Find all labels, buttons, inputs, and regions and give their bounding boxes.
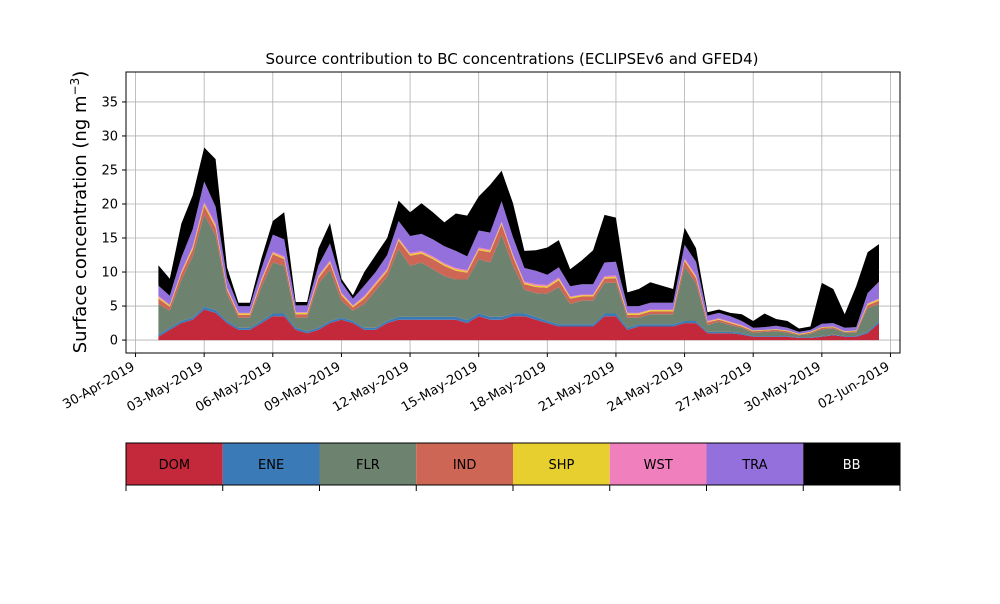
x-tick-label: 09-May-2019 bbox=[262, 359, 344, 415]
legend-label-wst: WST bbox=[644, 458, 673, 473]
y-tick-label: 20 bbox=[101, 197, 118, 212]
y-axis-label: Surface concentration (ng m−3) bbox=[68, 71, 91, 354]
y-tick-label: 25 bbox=[101, 163, 118, 178]
y-tick-label: 15 bbox=[101, 232, 118, 247]
legend-label-dom: DOM bbox=[159, 458, 190, 473]
legend-swatch-shp bbox=[513, 443, 610, 485]
x-tick-label: 02-Jun-2019 bbox=[816, 359, 893, 412]
area-series-bb bbox=[158, 147, 879, 332]
x-tick-label: 27-May-2019 bbox=[674, 359, 756, 415]
area-series-dom bbox=[158, 309, 879, 341]
y-axis-label-superscript: −3 bbox=[68, 78, 82, 96]
x-tick-label: 15-May-2019 bbox=[399, 359, 481, 415]
x-tick-label: 03-May-2019 bbox=[124, 359, 206, 415]
legend-label-ene: ENE bbox=[258, 458, 284, 473]
area-series-flr bbox=[158, 214, 879, 338]
area-series-shp bbox=[158, 204, 879, 335]
legend-label-shp: SHP bbox=[548, 458, 574, 473]
legend-colorbar: DOM ENE FLR IND SHP WST TRA BB bbox=[125, 442, 901, 491]
legend-label-bb: BB bbox=[843, 458, 861, 473]
stacked-area-layers bbox=[158, 147, 879, 341]
x-tick-label: 06-May-2019 bbox=[193, 359, 275, 415]
x-tick-label: 30-May-2019 bbox=[742, 359, 824, 415]
plot-frame bbox=[125, 71, 901, 354]
x-tick-label: 24-May-2019 bbox=[605, 359, 687, 415]
y-tick-label: 35 bbox=[101, 95, 118, 110]
area-series-wst bbox=[158, 202, 879, 334]
legend-swatch-wst bbox=[609, 443, 707, 485]
legend-swatch-bb bbox=[803, 443, 900, 485]
area-series-tra bbox=[158, 181, 879, 334]
chart-title: Source contribution to BC concentrations… bbox=[265, 50, 758, 68]
legend-swatch-flr bbox=[319, 443, 417, 485]
legend-swatch-dom bbox=[126, 443, 223, 485]
x-tick-label: 21-May-2019 bbox=[536, 359, 618, 415]
y-tick-label: 0 bbox=[110, 334, 118, 349]
y-tick-label: 30 bbox=[101, 129, 118, 144]
x-tick-label: 12-May-2019 bbox=[330, 359, 412, 415]
y-tick-label: 10 bbox=[101, 266, 118, 281]
legend-label-tra: TRA bbox=[741, 458, 767, 473]
legend-swatch-ene bbox=[222, 443, 320, 485]
legend-swatch-ind bbox=[416, 443, 513, 485]
y-axis-label-text: Surface concentration (ng m bbox=[70, 95, 91, 353]
x-tick-label: 18-May-2019 bbox=[468, 359, 550, 415]
legend-label-ind: IND bbox=[453, 458, 477, 473]
y-tick-label: 5 bbox=[110, 300, 118, 315]
legend-label-flr: FLR bbox=[356, 458, 380, 473]
y-axis-label-close: ) bbox=[70, 71, 91, 78]
legend-swatch-tra bbox=[706, 443, 804, 485]
